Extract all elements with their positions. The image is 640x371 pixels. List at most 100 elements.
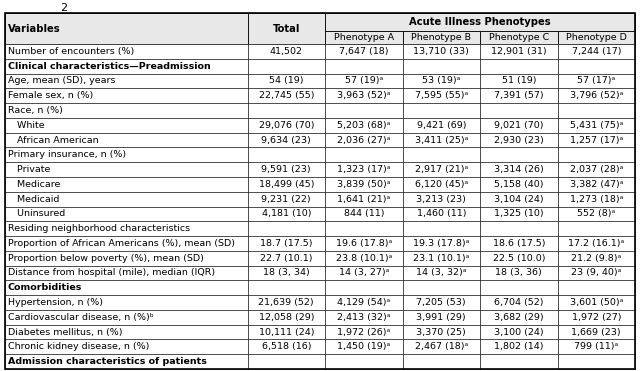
Text: Age, mean (SD), years: Age, mean (SD), years [8,76,115,85]
Bar [403,325,480,339]
Bar [5,118,248,133]
Text: 53 (19)ᵃ: 53 (19)ᵃ [422,76,460,85]
Bar [325,280,403,295]
Text: 6,518 (16): 6,518 (16) [262,342,311,351]
Bar [557,118,635,133]
Bar [325,44,403,59]
Bar [5,88,248,103]
Bar [403,192,480,207]
Text: 57 (19)ᵃ: 57 (19)ᵃ [345,76,383,85]
Text: 3,963 (52)ᵃ: 3,963 (52)ᵃ [337,91,390,100]
Text: 4,129 (54)ᵃ: 4,129 (54)ᵃ [337,298,390,307]
Bar [557,266,635,280]
Text: 18 (3, 36): 18 (3, 36) [495,269,542,278]
Text: 1,257 (17)ᵃ: 1,257 (17)ᵃ [570,135,623,145]
Bar [557,192,635,207]
Text: Primary insurance, n (%): Primary insurance, n (%) [8,150,126,159]
Bar [480,221,557,236]
Bar [5,13,248,44]
Text: Female sex, n (%): Female sex, n (%) [8,91,93,100]
Bar [248,133,325,147]
Bar [403,118,480,133]
Text: 5,431 (75)ᵃ: 5,431 (75)ᵃ [570,121,623,130]
Text: 7,595 (55)ᵃ: 7,595 (55)ᵃ [415,91,468,100]
Bar [5,310,248,325]
Bar [325,177,403,192]
Text: Phenotype A: Phenotype A [333,33,394,42]
Text: Acute Illness Phenotypes: Acute Illness Phenotypes [409,17,551,27]
Bar [403,280,480,295]
Bar [248,118,325,133]
Bar [248,325,325,339]
Bar [557,73,635,88]
Bar [403,162,480,177]
Text: Uninsured: Uninsured [8,209,65,219]
Text: 3,682 (29): 3,682 (29) [494,313,543,322]
Bar [480,88,557,103]
Bar [5,236,248,251]
Bar [325,251,403,266]
Bar [248,295,325,310]
Text: 3,839 (50)ᵃ: 3,839 (50)ᵃ [337,180,390,189]
Bar [325,162,403,177]
Bar [248,44,325,59]
Bar [480,354,557,369]
Bar [5,162,248,177]
Bar [325,133,403,147]
Text: 57 (17)ᵃ: 57 (17)ᵃ [577,76,616,85]
Bar [480,31,557,44]
Text: 3,601 (50)ᵃ: 3,601 (50)ᵃ [570,298,623,307]
Text: White: White [8,121,45,130]
Bar [248,251,325,266]
Text: 3,213 (23): 3,213 (23) [417,195,466,204]
Bar [403,207,480,221]
Bar [403,103,480,118]
Text: 7,391 (57): 7,391 (57) [494,91,543,100]
Text: 6,120 (45)ᵃ: 6,120 (45)ᵃ [415,180,468,189]
Bar [557,162,635,177]
Text: 9,421 (69): 9,421 (69) [417,121,466,130]
Bar [248,192,325,207]
Text: 22.5 (10.0): 22.5 (10.0) [493,254,545,263]
Bar [557,325,635,339]
Text: 1,323 (17)ᵃ: 1,323 (17)ᵃ [337,165,390,174]
Bar [325,88,403,103]
Bar [403,44,480,59]
Bar [557,59,635,73]
Bar [403,310,480,325]
Bar [5,147,248,162]
Bar [557,44,635,59]
Text: 3,411 (25)ᵃ: 3,411 (25)ᵃ [415,135,468,145]
Text: 5,203 (68)ᵃ: 5,203 (68)ᵃ [337,121,390,130]
Bar [5,339,248,354]
Bar [248,103,325,118]
Bar [557,31,635,44]
Text: Proportion of African Americans (%), mean (SD): Proportion of African Americans (%), mea… [8,239,235,248]
Bar [480,73,557,88]
Text: 18.6 (17.5): 18.6 (17.5) [493,239,545,248]
Bar [557,88,635,103]
Text: 1,325 (10): 1,325 (10) [494,209,543,219]
Text: 2,467 (18)ᵃ: 2,467 (18)ᵃ [415,342,468,351]
Bar [5,59,248,73]
Bar [248,162,325,177]
Bar [403,177,480,192]
Bar [248,177,325,192]
Text: Race, n (%): Race, n (%) [8,106,63,115]
Bar [480,162,557,177]
Bar [325,103,403,118]
Bar [248,354,325,369]
Text: 22.7 (10.1): 22.7 (10.1) [260,254,312,263]
Text: 844 (11): 844 (11) [344,209,384,219]
Bar [5,177,248,192]
Bar [5,207,248,221]
Bar [248,73,325,88]
Text: 7,647 (18): 7,647 (18) [339,47,388,56]
Text: 1,669 (23): 1,669 (23) [572,328,621,336]
Bar [403,59,480,73]
Text: Cardiovascular disease, n (%)ᵇ: Cardiovascular disease, n (%)ᵇ [8,313,154,322]
Bar [325,354,403,369]
Text: 3,382 (47)ᵃ: 3,382 (47)ᵃ [570,180,623,189]
Bar [480,103,557,118]
Text: 2: 2 [60,3,67,13]
